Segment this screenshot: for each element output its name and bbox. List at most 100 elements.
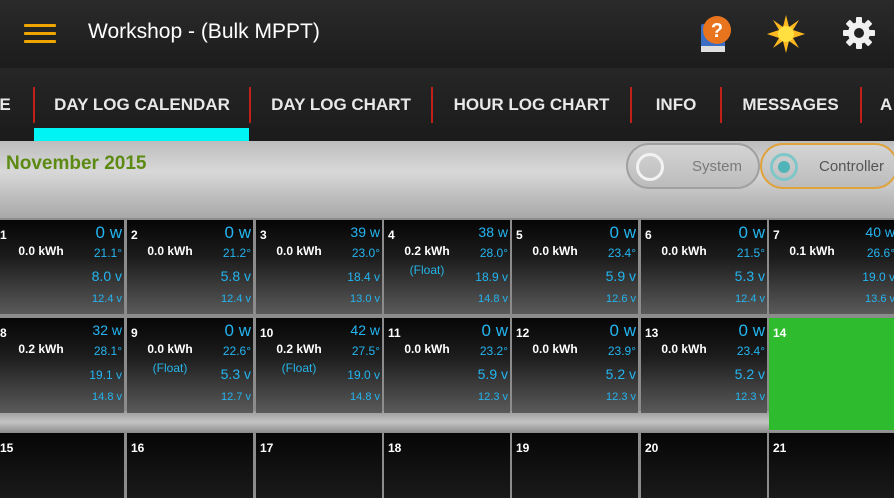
peak-watts: 38 w (478, 224, 508, 240)
system-toggle[interactable]: System (626, 143, 760, 189)
temperature: 28.1° (93, 344, 122, 358)
day-number: 13 (645, 326, 659, 340)
calendar-grid: 1 0.0 kWh 0 w 21.1° 8.0 v 12.4 v 2 0.0 kWh 0 w 21… (0, 218, 894, 498)
peak-watts: 0 w (95, 223, 122, 242)
help-book-icon[interactable]: ? (695, 14, 735, 54)
energy-kwh: 0.0 kWh (404, 342, 450, 356)
calendar-day-cell-today[interactable]: 14 (769, 318, 894, 430)
energy-kwh: 0.2 kWh (404, 244, 450, 258)
tab-partial-left[interactable]: E (0, 95, 11, 114)
tab-separator (249, 87, 251, 123)
panel-voltage: 5.9 v (605, 268, 636, 284)
calendar-day-cell[interactable]: 2 0.0 kWh 0 w 21.2° 5.8 v 12.4 v (127, 220, 253, 314)
calendar-day-cell[interactable]: 3 0.0 kWh 39 w 23.0° 18.4 v 13.0 v (256, 220, 382, 314)
calendar-day-cell[interactable]: 6 0.0 kWh 0 w 21.5° 5.3 v 12.4 v (641, 220, 767, 314)
battery-voltage: 12.3 v (478, 391, 508, 403)
tab-separator (720, 87, 722, 123)
calendar-day-cell[interactable]: 7 0.1 kWh 40 w 26.6° 19.0 v 13.6 v (769, 220, 894, 314)
day-number: 2 (131, 228, 138, 242)
peak-watts: 0 w (609, 321, 636, 340)
charge-mode: (Float) (152, 361, 188, 375)
tab-info[interactable]: INFO (655, 95, 697, 114)
calendar-day-cell[interactable]: 13 0.0 kWh 0 w 23.4° 5.2 v 12.3 v (641, 318, 767, 413)
day-number: 10 (260, 326, 274, 340)
controller-toggle[interactable]: Controller (760, 143, 894, 189)
tab-messages[interactable]: MESSAGES (742, 95, 839, 114)
calendar-day-cell[interactable]: 12 0.0 kWh 0 w 23.9° 5.2 v 12.3 v (512, 318, 638, 413)
tab-separator (630, 87, 632, 123)
battery-voltage: 14.8 v (350, 391, 380, 403)
week-divider (0, 411, 894, 433)
battery-voltage: 12.7 v (221, 391, 251, 403)
battery-voltage: 12.3 v (735, 391, 765, 403)
peak-watts: 0 w (224, 321, 251, 340)
calendar-day-cell[interactable]: 21 (769, 433, 894, 498)
energy-kwh: 0.0 kWh (661, 342, 707, 356)
peak-watts: 32 w (92, 322, 122, 338)
system-label: System (692, 158, 743, 175)
day-number: 15 (0, 441, 14, 455)
energy-kwh: 0.2 kWh (276, 342, 322, 356)
energy-kwh: 0.0 kWh (532, 244, 578, 258)
day-number: 16 (131, 441, 145, 455)
day-number: 17 (260, 441, 274, 455)
day-number: 14 (773, 326, 787, 340)
battery-voltage: 12.4 v (92, 293, 122, 305)
temperature: 23.2° (479, 344, 508, 358)
panel-voltage: 19.0 v (347, 368, 380, 382)
selected-tab-indicator (34, 128, 249, 141)
peak-watts: 0 w (609, 223, 636, 242)
month-header: November 2015 System Controller (0, 141, 894, 218)
calendar-day-cell[interactable]: 1 0.0 kWh 0 w 21.1° 8.0 v 12.4 v (0, 220, 124, 314)
temperature: 22.6° (222, 344, 251, 358)
tab-partial-right[interactable]: A (880, 95, 893, 114)
battery-voltage: 13.6 v (865, 293, 894, 305)
calendar-day-cell[interactable]: 17 (256, 433, 382, 498)
temperature: 21.2° (222, 246, 251, 260)
controller-radio[interactable] (770, 153, 798, 181)
peak-watts: 0 w (224, 223, 251, 242)
calendar-day-cell[interactable]: 5 0.0 kWh 0 w 23.4° 5.9 v 12.6 v (512, 220, 638, 314)
energy-kwh: 0.0 kWh (532, 342, 578, 356)
tab-day-log-calendar[interactable]: DAY LOG CALENDAR (54, 95, 230, 114)
tab-hour-log-chart[interactable]: HOUR LOG CHART (453, 95, 610, 114)
calendar-day-cell[interactable]: 4 0.2 kWh (Float) 38 w 28.0° 18.9 v 14.8 v (384, 220, 510, 314)
panel-voltage: 8.0 v (91, 268, 122, 284)
calendar-day-cell[interactable]: 9 0.0 kWh (Float) 0 w 22.6° 5.3 v 12.7 v (127, 318, 253, 413)
temperature: 26.6° (866, 246, 894, 260)
charge-mode: (Float) (281, 361, 317, 375)
calendar-day-cell[interactable]: 19 (512, 433, 638, 498)
temperature: 23.9° (607, 344, 636, 358)
battery-voltage: 14.8 v (478, 293, 508, 305)
day-number: 19 (516, 441, 530, 455)
calendar-day-cell[interactable]: 11 0.0 kWh 0 w 23.2° 5.9 v 12.3 v (384, 318, 510, 413)
tab-day-log-chart[interactable]: DAY LOG CHART (271, 95, 411, 114)
energy-kwh: 0.0 kWh (147, 244, 193, 258)
day-number: 8 (0, 326, 7, 340)
system-radio[interactable] (636, 153, 664, 181)
battery-voltage: 13.0 v (350, 293, 380, 305)
panel-voltage: 5.2 v (605, 366, 636, 382)
day-number: 20 (645, 441, 659, 455)
battery-voltage: 14.8 v (92, 391, 122, 403)
calendar-day-cell[interactable]: 18 (384, 433, 510, 498)
calendar-day-cell[interactable]: 15 (0, 433, 124, 498)
calendar-day-cell[interactable]: 16 (127, 433, 253, 498)
day-number: 4 (388, 228, 395, 242)
calendar-day-cell[interactable]: 10 0.2 kWh (Float) 42 w 27.5° 19.0 v 14.8 v (256, 318, 382, 413)
day-number: 7 (773, 228, 780, 242)
peak-watts: 0 w (738, 321, 765, 340)
sun-icon[interactable] (766, 14, 806, 54)
energy-kwh: 0.0 kWh (276, 244, 322, 258)
energy-kwh: 0.1 kWh (789, 244, 835, 258)
temperature: 23.0° (351, 246, 380, 260)
calendar-day-cell[interactable]: 8 0.2 kWh 32 w 28.1° 19.1 v 14.8 v (0, 318, 124, 413)
gear-icon[interactable] (841, 15, 877, 51)
peak-watts: 39 w (350, 224, 380, 240)
day-number: 11 (388, 326, 401, 340)
temperature: 27.5° (351, 344, 380, 358)
energy-kwh: 0.0 kWh (661, 244, 707, 258)
hamburger-menu-icon[interactable] (24, 24, 56, 44)
calendar-day-cell[interactable]: 20 (641, 433, 767, 498)
panel-voltage: 5.3 v (220, 366, 251, 382)
